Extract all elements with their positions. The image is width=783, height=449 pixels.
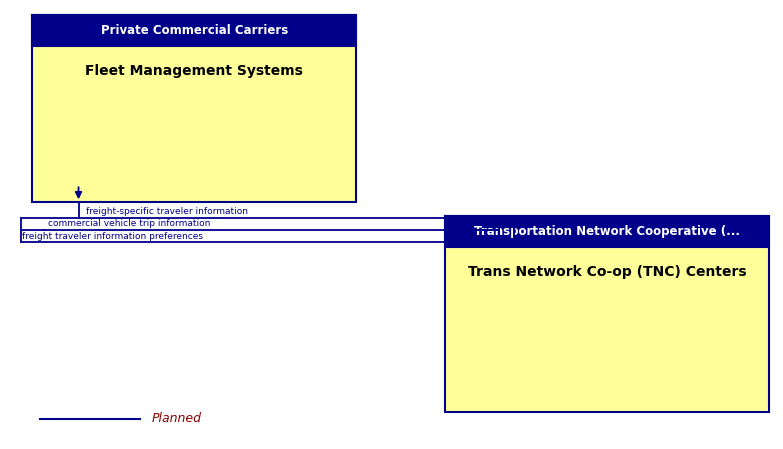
Bar	[445, 216, 769, 412]
Text: commercial vehicle trip information: commercial vehicle trip information	[48, 219, 210, 228]
Text: Private Commercial Carriers: Private Commercial Carriers	[100, 24, 288, 37]
Bar	[32, 15, 356, 202]
Text: Fleet Management Systems: Fleet Management Systems	[85, 64, 303, 78]
Bar	[32, 15, 356, 46]
Text: Transportation Network Cooperative (...: Transportation Network Cooperative (...	[474, 224, 740, 238]
Text: freight traveler information preferences: freight traveler information preferences	[22, 232, 204, 241]
Bar	[445, 216, 769, 247]
Text: Planned: Planned	[152, 412, 202, 425]
Text: Trans Network Co-op (TNC) Centers: Trans Network Co-op (TNC) Centers	[467, 264, 746, 279]
Text: freight-specific traveler information: freight-specific traveler information	[86, 207, 248, 216]
